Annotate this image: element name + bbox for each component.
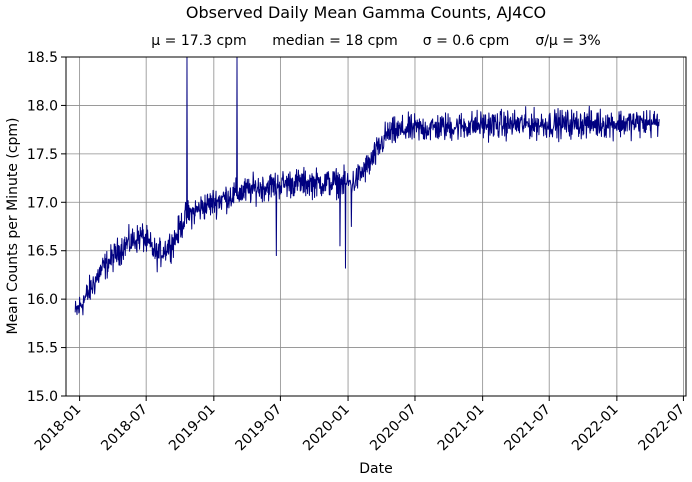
- series-line: [74, 56, 660, 316]
- x-axis-label: Date: [359, 461, 392, 477]
- x-tick-label: 2022-01: [569, 402, 622, 455]
- subtitle-median: median = 18 cpm: [272, 33, 398, 49]
- y-tick-label: 17.5: [27, 147, 58, 163]
- x-tick-label: 2022-07: [636, 402, 689, 455]
- x-tick-label: 2018-07: [98, 402, 151, 455]
- subtitle-ratio: σ/μ = 3%: [535, 33, 600, 49]
- x-tick-label: 2019-07: [233, 402, 286, 455]
- x-tick-label: 2020-01: [300, 402, 353, 455]
- plot-frame: [65, 56, 687, 397]
- y-tick-label: 16.5: [27, 244, 58, 260]
- grid: [66, 56, 686, 397]
- y-tick-label: 16.0: [27, 292, 58, 308]
- chart-title: Observed Daily Mean Gamma Counts, AJ4CO: [186, 3, 546, 22]
- y-tick-label: 15.5: [27, 341, 58, 357]
- y-tick-label: 18.5: [27, 50, 58, 66]
- subtitle-mean: μ = 17.3 cpm: [151, 33, 246, 49]
- y-tick-label: 18.0: [27, 98, 58, 114]
- x-tick-label: 2021-07: [501, 402, 554, 455]
- y-tick-label: 15.0: [27, 389, 58, 405]
- x-tick-label: 2021-01: [435, 402, 488, 455]
- series-layer: [74, 56, 660, 316]
- y-axis-label: Mean Counts per Minute (cpm): [5, 117, 21, 334]
- subtitle-sigma: σ = 0.6 cpm: [423, 33, 509, 49]
- x-tick-label: 2020-07: [367, 402, 420, 455]
- y-tick-label: 17.0: [27, 195, 58, 211]
- x-tick-label: 2019-01: [166, 402, 219, 455]
- x-tick-label: 2018-01: [32, 402, 85, 455]
